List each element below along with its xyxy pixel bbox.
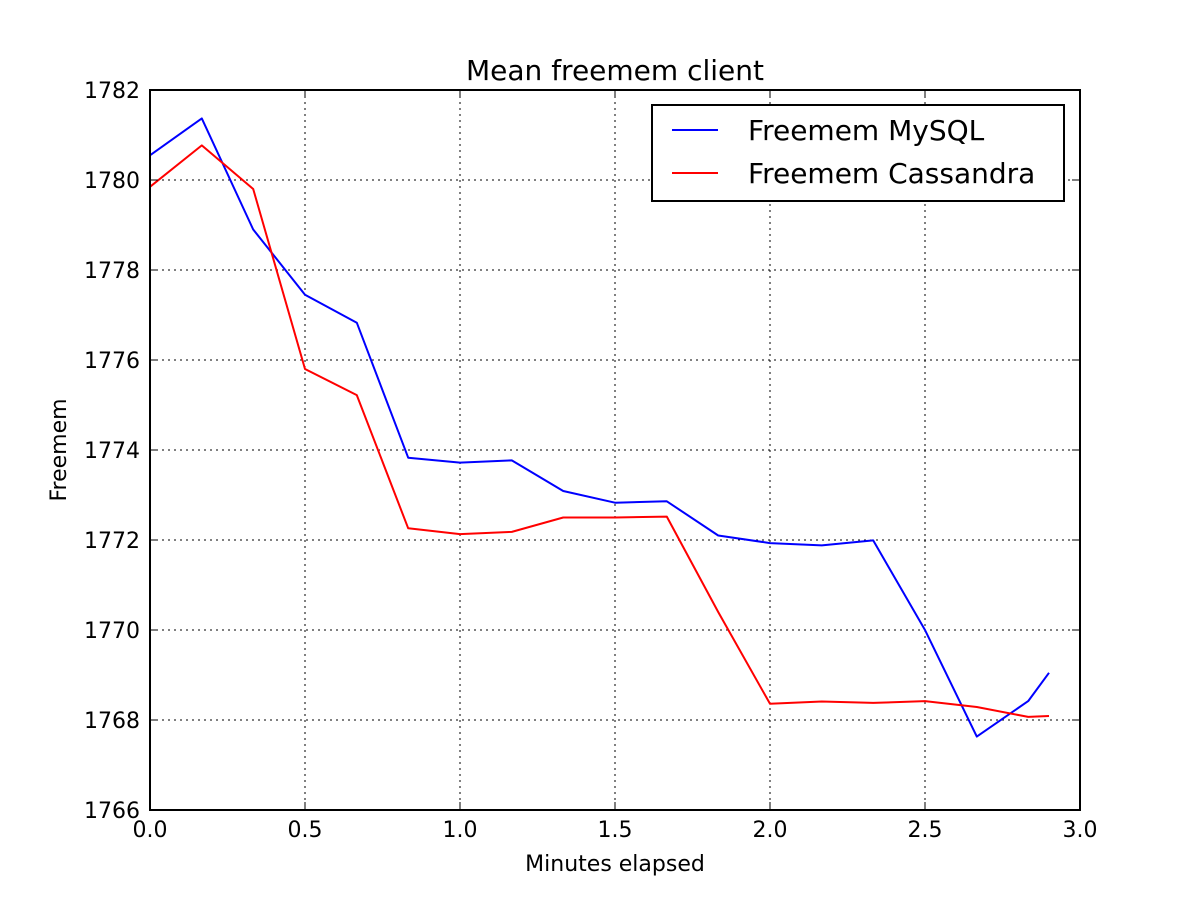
- y-tick-label: 1776: [84, 349, 140, 374]
- y-tick-label: 1780: [84, 169, 140, 194]
- x-tick-label: 3.0: [1063, 818, 1098, 843]
- y-tick-label: 1768: [84, 709, 140, 734]
- x-tick-label: 2.0: [753, 818, 788, 843]
- x-tick-label: 0.5: [288, 818, 323, 843]
- x-tick-label: 2.5: [908, 818, 943, 843]
- x-tick-label: 1.0: [443, 818, 478, 843]
- legend: Freemem MySQL Freemem Cassandra: [652, 105, 1064, 201]
- y-tick-label: 1778: [84, 259, 140, 284]
- y-tick-label: 1766: [84, 799, 140, 824]
- x-tick-label: 1.5: [598, 818, 633, 843]
- y-tick-label: 1772: [84, 529, 140, 554]
- y-tick-label: 1782: [84, 79, 140, 104]
- legend-label-0: Freemem MySQL: [748, 114, 985, 147]
- y-tick-label: 1770: [84, 619, 140, 644]
- legend-label-1: Freemem Cassandra: [748, 157, 1035, 190]
- y-axis-label: Freemem: [47, 398, 72, 501]
- x-axis-label: Minutes elapsed: [525, 852, 705, 877]
- y-tick-label: 1774: [84, 439, 140, 464]
- chart-title: Mean freemem client: [466, 54, 764, 87]
